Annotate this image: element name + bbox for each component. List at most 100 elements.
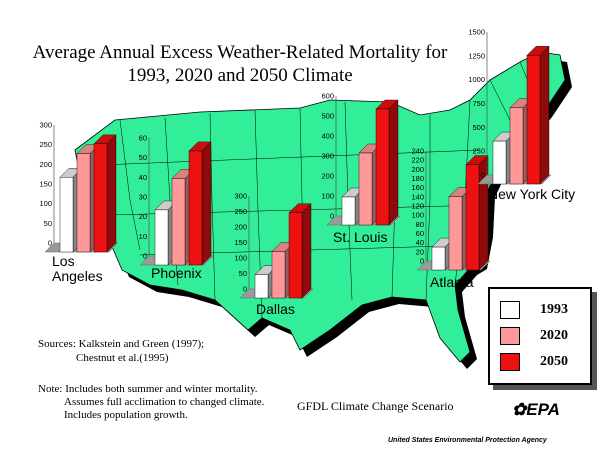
tick-label: 500 xyxy=(472,123,485,132)
tick-label: 250 xyxy=(234,207,247,216)
city-label: Dallas xyxy=(256,301,295,317)
bar xyxy=(288,212,303,299)
tick-label: 220 xyxy=(411,156,424,165)
note-line1: Note: Includes both summer and winter mo… xyxy=(38,383,258,395)
legend-label-2050: 2050 xyxy=(540,354,568,369)
bar xyxy=(509,107,524,185)
tick-label: 160 xyxy=(411,183,424,192)
tick-label: 60 xyxy=(139,134,147,143)
tick-label: 100 xyxy=(234,254,247,263)
tick-label: 100 xyxy=(321,192,334,201)
tick-label: 240 xyxy=(411,147,424,156)
tick-label: 150 xyxy=(234,238,247,247)
tick-label: 180 xyxy=(411,174,424,183)
city-label: Los xyxy=(52,253,75,269)
bar-side xyxy=(539,45,550,185)
bar xyxy=(76,153,91,253)
bar xyxy=(431,246,446,271)
agency-name: United States Environmental Protection A… xyxy=(388,437,547,444)
sources-line2: Chestnut et al.(1995) xyxy=(76,352,169,364)
bar-side xyxy=(201,141,212,266)
chart-title-line1: Average Annual Excess Weather-Related Mo… xyxy=(32,42,448,63)
epa-logo-text: EPA xyxy=(526,400,560,419)
chart-title-line2: 1993, 2020 and 2050 Climate xyxy=(127,65,353,86)
bar xyxy=(271,251,286,299)
tick-label: 0 xyxy=(420,257,424,266)
bar xyxy=(341,196,356,226)
tick-label: 0 xyxy=(481,171,485,180)
bar xyxy=(171,178,186,266)
bar xyxy=(492,140,507,185)
tick-label: 10 xyxy=(139,232,147,241)
bar xyxy=(526,55,541,185)
tick-label: 1000 xyxy=(468,75,485,84)
tick-label: 140 xyxy=(411,192,424,201)
bar xyxy=(375,108,390,226)
tick-label: 1500 xyxy=(468,28,485,37)
legend-label-1993: 1993 xyxy=(540,302,568,317)
city-label: Atlanta xyxy=(430,274,474,290)
tick-label: 500 xyxy=(321,112,334,121)
bar-side xyxy=(301,203,312,299)
tick-label: 30 xyxy=(139,193,147,202)
bar xyxy=(154,209,169,266)
tick-label: 400 xyxy=(321,132,334,141)
bar xyxy=(59,177,74,253)
chart-st-louis: 0 100 200 300 400 500 600 St. Louis xyxy=(321,92,401,245)
sources-line1: Sources: Kalkstein and Green (1997); xyxy=(38,338,205,350)
tick-label: 20 xyxy=(416,247,424,256)
legend: 1993 2020 2050 xyxy=(488,287,592,385)
chart-title: Average Annual Excess Weather-Related Mo… xyxy=(0,41,480,87)
tick-label: 0 xyxy=(330,212,334,221)
tick-label: 40 xyxy=(139,173,147,182)
legend-label-2020: 2020 xyxy=(540,328,568,343)
tick-label: 300 xyxy=(39,121,52,130)
tick-label: 100 xyxy=(411,211,424,220)
chart-dallas: 0 50 100 150 200 250 300 Dallas xyxy=(234,192,314,317)
tick-label: 200 xyxy=(39,160,52,169)
legend-swatch-2020 xyxy=(500,327,520,345)
tick-label: 0 xyxy=(143,252,147,261)
city-label: Phoenix xyxy=(151,265,202,281)
chart-phoenix: 0 10 20 30 40 50 60 Phoenix xyxy=(139,134,214,281)
tick-label: 0 xyxy=(48,239,52,248)
tick-label: 50 xyxy=(239,269,247,278)
note-line3: Includes population growth. xyxy=(64,409,188,421)
tick-label: 200 xyxy=(411,165,424,174)
tick-label: 300 xyxy=(234,192,247,201)
tick-label: 200 xyxy=(321,172,334,181)
bar-side xyxy=(388,99,399,226)
epa-logo: ✿EPA xyxy=(512,400,560,420)
tick-label: 100 xyxy=(39,199,52,208)
tick-label: 1250 xyxy=(468,51,485,60)
tick-label: 20 xyxy=(139,212,147,221)
legend-swatch-2050 xyxy=(500,353,520,371)
tick-label: 600 xyxy=(321,92,334,101)
bar xyxy=(358,152,373,226)
tick-label: 80 xyxy=(416,220,424,229)
city-label: Angeles xyxy=(52,268,103,284)
scenario-label: GFDL Climate Change Scenario xyxy=(297,399,454,413)
sources-text: Sources: Kalkstein and Green (1997); Che… xyxy=(38,337,204,365)
city-charts: 050100150200250300LosAngeles010203040506… xyxy=(39,28,575,318)
bar xyxy=(254,274,269,299)
tick-label: 250 xyxy=(39,140,52,149)
bar xyxy=(465,164,480,271)
tick-label: 50 xyxy=(44,219,52,228)
bar xyxy=(188,150,203,266)
tick-label: 120 xyxy=(411,202,424,211)
tick-label: 250 xyxy=(472,147,485,156)
tick-label: 50 xyxy=(139,153,147,162)
tick-label: 0 xyxy=(243,285,247,294)
tick-label: 150 xyxy=(39,180,52,189)
epa-flower-icon: ✿ xyxy=(512,400,527,419)
tick-label: 40 xyxy=(416,238,424,247)
bar xyxy=(93,143,108,253)
city-label: St. Louis xyxy=(333,229,387,245)
bar-side xyxy=(106,134,117,253)
chart-new-york-city: 0 250 500 750 1000 1250 1500 New York City xyxy=(468,28,575,203)
